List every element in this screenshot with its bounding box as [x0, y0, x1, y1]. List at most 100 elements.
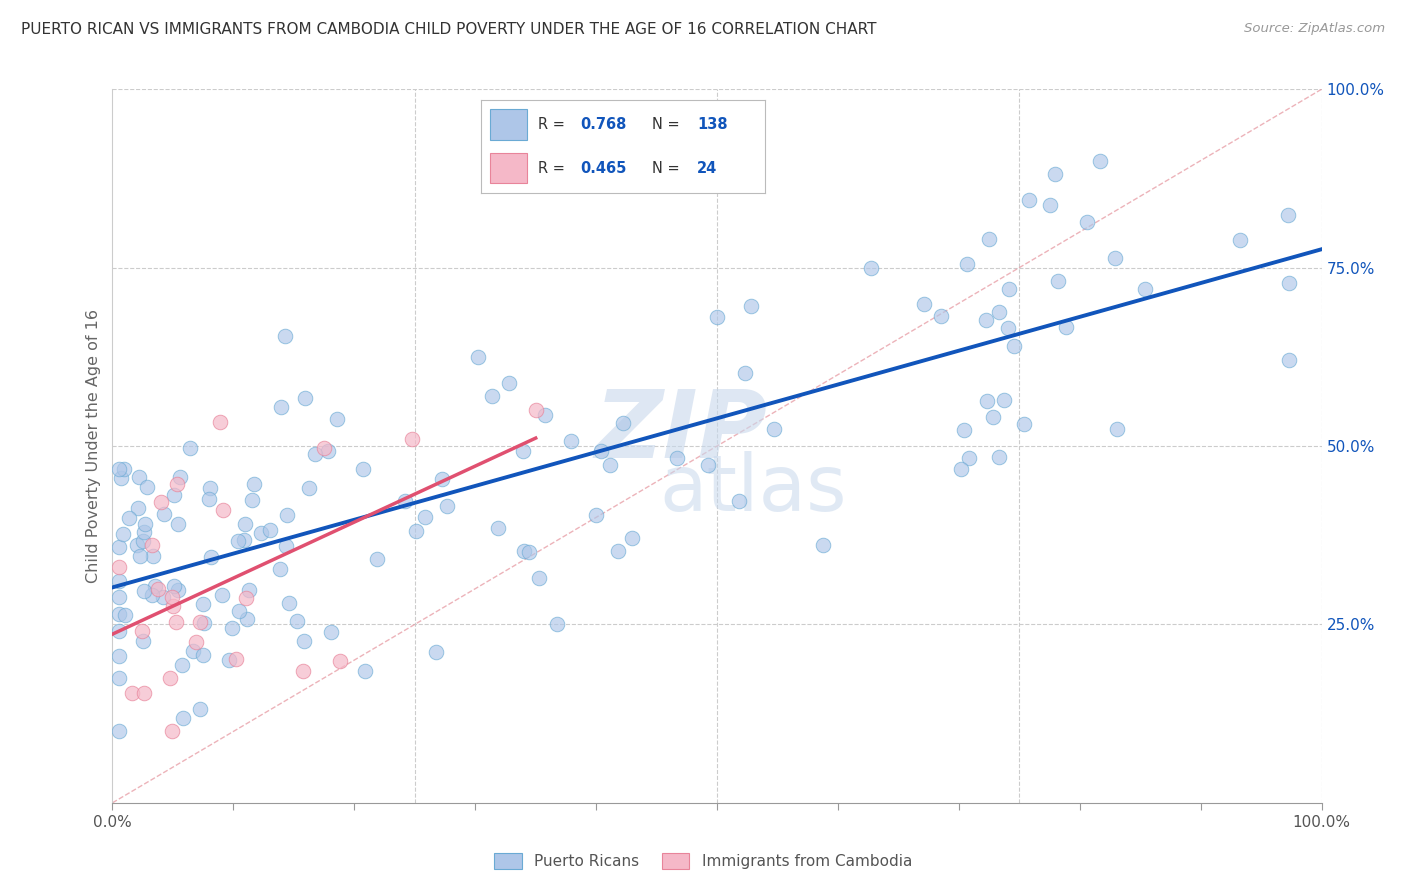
Point: [512, 443, 534, 458]
Point: [1229, 233, 1251, 247]
Point: [1054, 320, 1077, 334]
Text: PUERTO RICAN VS IMMIGRANTS FROM CAMBODIA CHILD POVERTY UNDER THE AGE OF 16 CORRE: PUERTO RICAN VS IMMIGRANTS FROM CAMBODIA…: [21, 22, 876, 37]
Point: [125, 538, 148, 552]
Point: [146, 582, 169, 596]
Point: [150, 495, 173, 509]
Point: [1018, 193, 1040, 207]
Point: [221, 621, 243, 635]
Point: [134, 517, 156, 532]
Point: [184, 635, 207, 649]
Point: [811, 537, 834, 551]
Point: [191, 598, 214, 612]
Point: [160, 724, 183, 739]
Point: [696, 458, 718, 472]
Point: [607, 544, 630, 558]
Point: [198, 491, 221, 506]
Point: [413, 509, 436, 524]
Point: [859, 260, 882, 275]
Point: [232, 533, 254, 547]
Point: [987, 305, 1010, 319]
Point: [111, 527, 134, 541]
Point: [107, 648, 129, 663]
Point: [585, 508, 607, 522]
Point: [546, 616, 568, 631]
Point: [981, 409, 1004, 424]
Point: [1278, 353, 1301, 368]
Point: [401, 433, 423, 447]
Point: [274, 539, 297, 553]
Point: [993, 393, 1015, 408]
Point: [312, 441, 335, 455]
Point: [292, 634, 315, 648]
Point: [517, 545, 540, 559]
Point: [1012, 417, 1035, 431]
Point: [121, 685, 143, 699]
Point: [1076, 214, 1098, 228]
Point: [929, 310, 952, 324]
Text: atlas: atlas: [659, 450, 846, 527]
Point: [226, 534, 249, 549]
Point: [316, 444, 339, 458]
Point: [276, 508, 298, 522]
Text: Source: ZipAtlas.com: Source: ZipAtlas.com: [1244, 22, 1385, 36]
Legend: Puerto Ricans, Immigrants from Cambodia: Puerto Ricans, Immigrants from Cambodia: [488, 847, 918, 875]
Point: [612, 416, 634, 430]
Point: [977, 232, 1000, 246]
Point: [141, 537, 163, 551]
Point: [763, 422, 786, 436]
Point: [163, 579, 186, 593]
Y-axis label: Child Poverty Under the Age of 16: Child Poverty Under the Age of 16: [86, 309, 101, 583]
Point: [524, 403, 547, 417]
Point: [152, 590, 174, 604]
Point: [1133, 282, 1156, 296]
Point: [118, 510, 141, 524]
Point: [107, 671, 129, 685]
Point: [436, 500, 458, 514]
Point: [740, 299, 762, 313]
Point: [560, 434, 582, 448]
Point: [172, 711, 194, 725]
Point: [153, 508, 176, 522]
Point: [1107, 422, 1129, 436]
Point: [976, 394, 998, 409]
Point: [166, 477, 188, 491]
Point: [481, 389, 503, 403]
Point: [1104, 251, 1126, 265]
Point: [353, 664, 375, 678]
Point: [167, 516, 190, 531]
Point: [108, 559, 131, 574]
Point: [912, 296, 935, 310]
Point: [218, 653, 240, 667]
Point: [141, 589, 163, 603]
Text: ZIP: ZIP: [595, 385, 768, 478]
Point: [132, 533, 155, 548]
Point: [142, 549, 165, 563]
Point: [292, 664, 315, 678]
Point: [298, 481, 321, 495]
Point: [950, 462, 973, 476]
Point: [143, 579, 166, 593]
Point: [1278, 276, 1301, 290]
Point: [498, 376, 520, 390]
Point: [160, 591, 183, 605]
Point: [589, 444, 612, 458]
Point: [394, 494, 416, 508]
Point: [212, 502, 235, 516]
Point: [425, 645, 447, 659]
Point: [294, 391, 316, 405]
Point: [727, 493, 749, 508]
Point: [132, 524, 155, 539]
Point: [734, 366, 756, 380]
Point: [1277, 208, 1299, 222]
Point: [163, 488, 186, 502]
Point: [228, 604, 250, 618]
Point: [1043, 167, 1066, 181]
Point: [240, 492, 263, 507]
Point: [127, 500, 149, 515]
Point: [236, 611, 259, 625]
Point: [107, 590, 129, 604]
Point: [188, 702, 211, 716]
Point: [225, 652, 247, 666]
Point: [957, 450, 980, 465]
Point: [166, 583, 188, 598]
